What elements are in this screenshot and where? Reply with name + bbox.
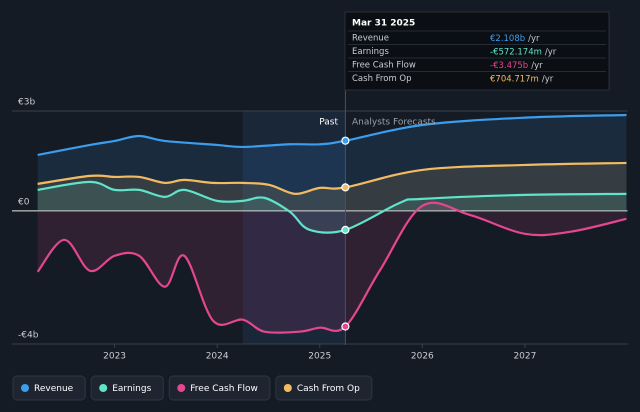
tooltip-label: Earnings (352, 47, 389, 57)
tooltip-value: €2.108b/yr (490, 34, 540, 44)
point-marker (341, 136, 350, 145)
tooltip-box (344, 11, 610, 91)
y-tick-label: €0 (18, 197, 30, 207)
point-marker (341, 225, 350, 234)
area-fill (37, 114, 627, 211)
x-tick-label: 2027 (513, 352, 536, 362)
tooltip-unit: /yr (528, 34, 540, 44)
legend-item[interactable]: Cash From Op (275, 375, 373, 401)
legend-item[interactable]: Revenue (12, 375, 86, 401)
series-line (36, 201, 627, 334)
legend-pill[interactable] (168, 375, 271, 401)
x-tick-label: 2026 (411, 352, 434, 362)
area-fill (37, 202, 627, 333)
tooltip-unit: /yr (542, 74, 554, 84)
legend: Revenue Earnings Free Cash Flow Cash From O… (12, 375, 373, 401)
legend-swatch (177, 384, 186, 392)
past-label: Past (319, 118, 338, 128)
legend-label: Free Cash Flow (190, 384, 258, 394)
legend-label: Revenue (34, 384, 74, 394)
x-tick-label: 2025 (308, 352, 331, 362)
tooltip-value-number: €704.717m (490, 74, 539, 84)
tooltip-label: Revenue (352, 34, 389, 44)
series-line (37, 161, 627, 195)
tooltip-unit: /yr (531, 61, 543, 71)
legend-pill[interactable] (90, 375, 164, 401)
legend-swatch (99, 384, 108, 392)
legend-swatch (283, 384, 292, 392)
past-highlight (242, 111, 346, 344)
tooltip-value-number: -€572.174m (490, 47, 542, 57)
tooltip-title: Mar 31 2025 (352, 19, 415, 29)
forecast-label: Analysts Forecasts (352, 118, 436, 128)
legend-pill[interactable] (275, 375, 373, 401)
series-line (37, 113, 627, 157)
tooltip-value: €704.717m/yr (490, 74, 554, 84)
tooltip-value-number: €2.108b (490, 34, 525, 44)
x-tick-label: 2024 (206, 352, 229, 362)
area-fill (37, 162, 627, 211)
tooltip-value: -€3.475b/yr (490, 61, 543, 71)
y-tick-label: €3b (18, 98, 35, 108)
tooltip-label: Cash From Op (352, 74, 412, 84)
plot-area: €3b €0 -€4b 2023 2024 2025 2026 2027 (12, 12, 628, 362)
legend-label: Cash From Op (297, 384, 360, 394)
tooltip-value: -€572.174m/yr (490, 47, 557, 57)
y-tick-label: -€4b (18, 331, 39, 341)
legend-item[interactable]: Free Cash Flow (168, 375, 271, 401)
series-line (37, 180, 627, 234)
point-marker (341, 322, 350, 331)
x-tick-label: 2023 (103, 352, 126, 362)
legend-item[interactable]: Earnings (90, 375, 164, 401)
legend-pill[interactable] (12, 375, 86, 401)
tooltip-value-number: -€3.475b (490, 61, 528, 71)
area-fill (37, 181, 627, 233)
tooltip: Mar 31 2025 Revenue €2.108b/yr Earnings -€5… (344, 11, 610, 91)
legend-swatch (21, 384, 29, 392)
legend-label: Earnings (112, 384, 151, 394)
point-marker (341, 183, 350, 192)
tooltip-unit: /yr (545, 47, 557, 57)
tooltip-label: Free Cash Flow (352, 61, 416, 71)
